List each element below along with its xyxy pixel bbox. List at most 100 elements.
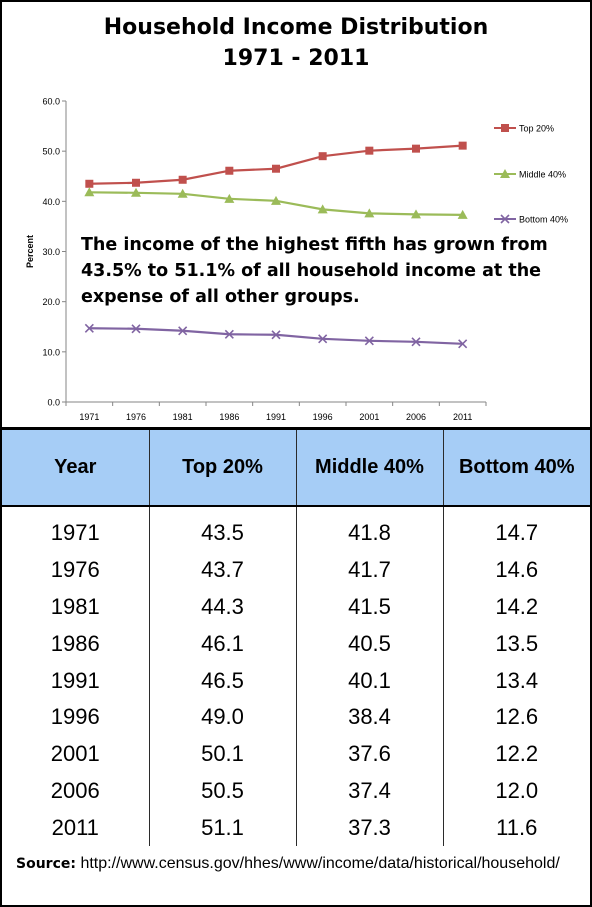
cell-bottom-40: 13.4: [442, 662, 590, 699]
data-point-bottom-40: [411, 337, 421, 347]
data-point-top-20: [365, 146, 374, 155]
data-point-top-20: [225, 166, 234, 175]
cell-year: 1976: [50, 557, 100, 583]
x-tick-label: 1981: [173, 412, 193, 422]
y-tick-label: 30.0: [42, 247, 60, 257]
x-tick-label: 2006: [406, 412, 426, 422]
cell-year: 1986: [50, 630, 100, 656]
y-tick-label: 60.0: [42, 97, 60, 107]
table-row: 1976 43.7 41.7 14.6: [2, 551, 590, 589]
cell-year: 1981: [50, 593, 100, 619]
cell-year: 1996: [50, 704, 100, 730]
cell-top-20: 43.7: [148, 551, 296, 589]
source-separator: :: [70, 856, 76, 872]
y-tick-label: 50.0: [42, 147, 60, 157]
header-year: Year: [2, 427, 149, 507]
series-line-top-20: [89, 144, 463, 185]
data-point-middle-40: [177, 188, 188, 198]
cell-bottom-40: 12.0: [442, 772, 590, 810]
cell-top-20: 49.0: [148, 698, 296, 736]
cell-year: 2011: [51, 814, 99, 840]
cell-bottom-40: 11.6: [442, 809, 590, 847]
data-point-bottom-40: [364, 336, 374, 346]
cell-middle-40: 38.4: [295, 698, 443, 736]
table-row: 1971 43.5 41.8 14.7: [2, 506, 590, 552]
legend-marker-bottom-40: [500, 214, 510, 224]
data-point-bottom-40: [458, 339, 468, 349]
cell-top-20: 50.5: [148, 772, 296, 810]
cell-top-20: 46.1: [148, 625, 296, 663]
cell-middle-40: 37.6: [295, 735, 443, 773]
cell-middle-40: 41.8: [295, 506, 443, 552]
data-point-top-20: [318, 152, 327, 161]
table-header-row: Year Top 20% Middle 40% Bottom 40%: [2, 427, 590, 507]
cell-bottom-40: 14.7: [442, 506, 590, 552]
header-bottom-40: Bottom 40%: [442, 427, 590, 507]
series-line-bottom-40: [89, 327, 463, 345]
data-point-top-20: [272, 164, 280, 173]
cell-middle-40: 41.7: [295, 551, 443, 589]
data-point-middle-40: [271, 195, 281, 205]
cell-top-20: 44.3: [148, 588, 296, 626]
x-tick-label: 1976: [126, 412, 146, 422]
data-point-middle-40: [364, 208, 375, 218]
y-tick-label: 40.0: [42, 197, 60, 207]
data-point-bottom-40: [131, 324, 141, 334]
x-tick-label: 2001: [359, 412, 379, 422]
data-point-middle-40: [131, 187, 141, 197]
source-line: Source: http://www.census.gov/hhes/www/i…: [16, 855, 560, 873]
cell-top-20: 51.1: [148, 809, 296, 847]
table-row: 2011 51.1 37.3 11.6: [2, 809, 590, 847]
table-row: 1986 46.1 40.5 13.5: [2, 625, 590, 663]
data-point-middle-40: [457, 209, 468, 219]
cell-year: 1991: [50, 667, 100, 693]
cell-middle-40: 40.5: [295, 625, 443, 663]
cell-bottom-40: 14.6: [442, 551, 590, 589]
data-point-bottom-40: [271, 330, 281, 340]
data-point-bottom-40: [224, 329, 234, 339]
y-tick-label: 0.0: [47, 398, 60, 408]
x-tick-label: 1986: [219, 412, 239, 422]
table-row: 1981 44.3 41.5 14.2: [2, 588, 590, 626]
y-tick-label: 10.0: [42, 347, 60, 357]
cell-top-20: 46.5: [148, 662, 296, 699]
cell-middle-40: 41.5: [295, 588, 443, 626]
source-url: http://www.census.gov/hhes/www/income/da…: [80, 855, 560, 872]
y-tick-label: 20.0: [42, 297, 60, 307]
header-middle-40: Middle 40%: [295, 427, 443, 507]
chart-title: Household Income Distribution: [103, 15, 489, 40]
cell-middle-40: 37.3: [295, 809, 443, 847]
legend-label-middle-40: Middle 40%: [519, 170, 566, 180]
data-point-top-20: [85, 179, 94, 188]
data-point-middle-40: [317, 204, 328, 214]
cell-top-20: 43.5: [148, 506, 296, 552]
data-point-bottom-40: [178, 326, 188, 336]
table-row: 1991 46.5 40.1 13.4: [2, 662, 590, 699]
x-tick-label: 1996: [313, 412, 333, 422]
x-tick-label: 2011: [453, 412, 472, 422]
cell-bottom-40: 12.2: [442, 735, 590, 773]
chart-annotation: The income of the highest fifth has grow…: [81, 235, 548, 307]
legend-label-top-20: Top 20%: [519, 124, 554, 134]
x-tick-label: 1991: [266, 412, 286, 422]
x-tick-label: 1971: [79, 412, 99, 422]
legend-marker-middle-40: [500, 169, 510, 178]
cell-top-20: 50.1: [148, 735, 296, 773]
cell-middle-40: 40.1: [295, 662, 443, 699]
data-point-top-20: [178, 175, 187, 184]
cell-year: 2006: [50, 777, 100, 803]
data-point-bottom-40: [84, 323, 94, 333]
cell-middle-40: 37.4: [295, 772, 443, 810]
table-row: 1996 49.0 38.4 12.6: [2, 698, 590, 736]
cell-bottom-40: 12.6: [442, 698, 590, 736]
data-point-middle-40: [411, 209, 421, 219]
line-chart: 0.0 10.0 20.0 30.0 40.0 50.0 60.0 1971 1976 1981 1…: [25, 97, 568, 423]
data-point-top-20: [458, 141, 467, 150]
data-point-middle-40: [84, 187, 95, 197]
chart-subtitle: 1971 - 2011: [222, 46, 370, 71]
cell-year: 1971: [50, 520, 100, 546]
data-table: Year Top 20% Middle 40% Bottom 40% 1971 …: [2, 427, 590, 847]
table-row: 2001 50.1 37.6 12.2: [2, 735, 590, 773]
table-row: 2006 50.5 37.4 12.0: [2, 772, 590, 810]
